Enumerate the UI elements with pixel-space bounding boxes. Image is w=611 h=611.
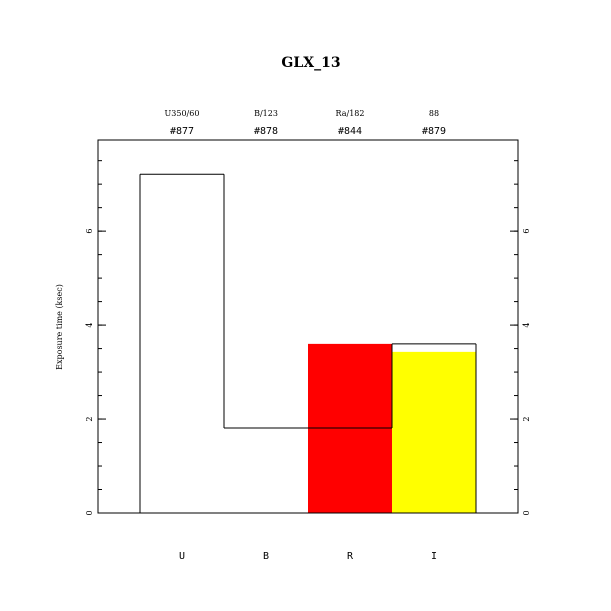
filter-label: B/123 <box>254 109 278 118</box>
plot-frame <box>97 139 519 514</box>
y-tick-label: 2 <box>522 416 531 421</box>
x-tick-label: I <box>431 551 437 562</box>
id-label: #844 <box>338 126 362 137</box>
id-label: #878 <box>254 126 278 137</box>
y-tick-label: 6 <box>85 229 94 234</box>
x-tick-label: B <box>263 551 269 562</box>
filter-label: Ra/182 <box>336 109 365 118</box>
y-tick-label: 6 <box>522 229 531 234</box>
y-tick-label: 0 <box>522 510 531 515</box>
y-axis-label: Exposure time (ksec) <box>55 284 64 370</box>
id-label: #877 <box>170 126 194 137</box>
y-tick-label: 4 <box>85 323 94 328</box>
filter-label: U350/60 <box>165 109 200 118</box>
y-tick-label: 0 <box>85 510 94 515</box>
id-label: #879 <box>422 126 446 137</box>
y-tick-label: 4 <box>522 323 531 328</box>
y-tick-label: 2 <box>85 416 94 421</box>
x-tick-label: U <box>179 551 185 562</box>
x-tick-label: R <box>347 551 354 562</box>
filter-label: 88 <box>429 109 439 118</box>
bar <box>392 351 476 513</box>
chart-title: GLX_13 <box>281 55 340 71</box>
